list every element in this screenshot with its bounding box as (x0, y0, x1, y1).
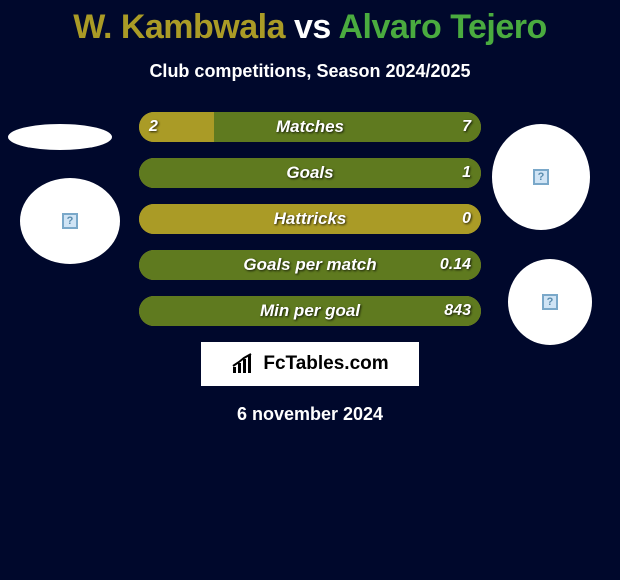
stat-row: Min per goal843 (139, 296, 481, 326)
brand-badge: FcTables.com (201, 342, 419, 386)
comparison-bars: Matches27 Goals1 Hattricks0 Goals per match… (139, 112, 481, 326)
stat-row: Goals1 (139, 158, 481, 188)
avatar-p1_top (8, 124, 112, 150)
brand-chart-icon (231, 353, 257, 375)
player1-name: W. Kambwala (73, 8, 285, 46)
stat-bar-right (139, 296, 481, 326)
placeholder-icon: ? (62, 213, 78, 229)
subtitle: Club competitions, Season 2024/2025 (0, 61, 620, 82)
stat-row: Hattricks0 (139, 204, 481, 234)
stat-bar-right (139, 158, 481, 188)
stat-bar-left (139, 204, 481, 234)
page-title: W. Kambwala vs Alvaro Tejero (0, 0, 620, 47)
avatar-p2_bottom: ? (508, 259, 592, 345)
placeholder-icon: ? (533, 169, 549, 185)
stat-bar-right (139, 250, 481, 280)
vs-text: vs (294, 8, 331, 46)
date-text: 6 november 2024 (0, 404, 620, 425)
player2-name: Alvaro Tejero (338, 8, 546, 46)
brand-text: FcTables.com (263, 353, 388, 375)
stat-bar-right (214, 112, 481, 142)
avatar-p1_bottom: ? (20, 178, 120, 264)
avatar-p2_top: ? (492, 124, 590, 230)
placeholder-icon: ? (542, 294, 558, 310)
stat-bar-left (139, 112, 214, 142)
stat-row: Matches27 (139, 112, 481, 142)
stat-row: Goals per match0.14 (139, 250, 481, 280)
